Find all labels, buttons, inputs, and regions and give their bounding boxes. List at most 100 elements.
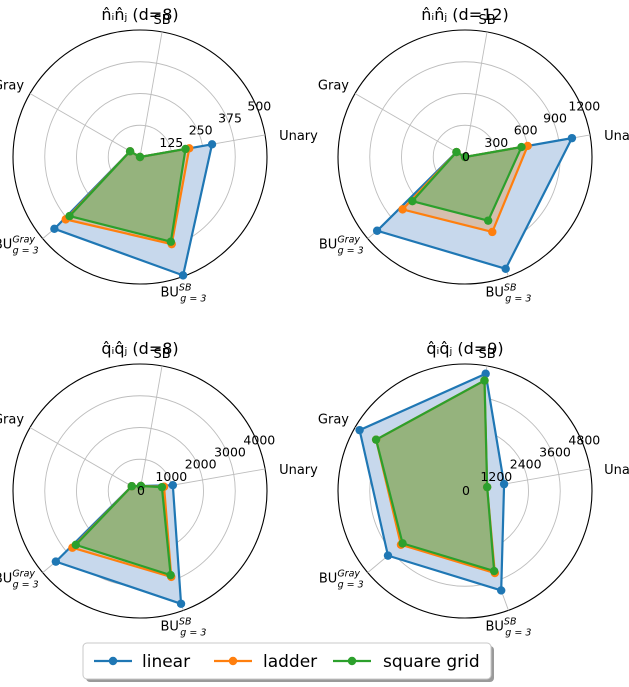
point-square-grid-unary xyxy=(181,144,190,154)
radial-tick-label: 250 xyxy=(189,123,213,138)
series-fill-square-grid xyxy=(412,147,522,221)
legend-label-linear: linear xyxy=(142,652,190,672)
point-square-grid-unary xyxy=(157,482,167,492)
point-square-grid-unary xyxy=(482,482,492,492)
axis-label-sb: SB xyxy=(478,13,495,28)
point-square-grid-bu-gray-g-3 xyxy=(71,540,80,550)
point-square-grid-sb xyxy=(480,376,489,385)
point-square-grid-bu-sb-g-3 xyxy=(166,570,175,580)
point-ladder-bu-gray-g-3 xyxy=(398,205,407,214)
point-linear-bu-gray-g-3 xyxy=(383,551,393,560)
legend-marker-ladder xyxy=(228,656,238,666)
legend-item-linear: linear xyxy=(94,652,190,672)
series-fill-square-grid xyxy=(69,148,186,242)
radial-tick-label: 4000 xyxy=(243,432,275,447)
panel-title: q̂ᵢq̂ⱼ (d=8) xyxy=(101,339,178,358)
point-square-grid-bu-sb-g-3 xyxy=(489,566,499,576)
axis-label-unary: Unary xyxy=(604,463,629,478)
axis-label-bu-sb-g-3: BUSB g = 3 xyxy=(160,282,206,304)
axis-label-bu-sb-g-3: BUSB g = 3 xyxy=(160,616,206,638)
axis-label-bu-sb-g-3: BUSB g = 3 xyxy=(485,616,531,638)
point-linear-bu-gray-g-3 xyxy=(50,224,59,234)
grid-spoke xyxy=(464,31,488,158)
series-fill-ladder xyxy=(65,148,190,245)
grid-spoke xyxy=(29,93,141,158)
radial-tick-label: 600 xyxy=(514,123,538,138)
radial-tick-label: 125 xyxy=(159,135,183,150)
point-linear-bu-sb-g-3 xyxy=(496,586,506,595)
radial-tick-label: 1200 xyxy=(480,469,512,484)
series-fill-linear xyxy=(377,138,572,269)
point-linear-unary xyxy=(168,481,178,490)
point-linear-bu-gray-g-3 xyxy=(51,557,61,566)
axis-label-unary: Unary xyxy=(604,129,629,144)
panel-title: n̂ᵢn̂ⱼ (d=8) xyxy=(101,5,178,24)
point-square-grid-unary xyxy=(517,142,526,152)
point-linear-sb xyxy=(481,369,490,378)
radial-tick-label: 4800 xyxy=(568,432,600,447)
point-square-grid-bu-gray-g-3 xyxy=(398,539,407,548)
axis-label-unary: Unary xyxy=(279,463,318,478)
point-square-grid-sb xyxy=(460,152,470,162)
point-linear-bu-sb-g-3 xyxy=(178,271,188,280)
point-linear-unary xyxy=(499,479,509,489)
series-fill-ladder xyxy=(402,145,528,232)
point-linear-bu-sb-g-3 xyxy=(176,599,186,608)
point-linear-bu-sb-g-3 xyxy=(501,264,510,273)
point-square-grid-gray xyxy=(127,482,136,491)
point-square-grid-sb xyxy=(135,152,145,162)
axis-label-sb: SB xyxy=(153,13,170,28)
grid-spoke xyxy=(354,93,466,158)
legend-item-ladder: ladder xyxy=(214,652,317,672)
point-linear-gray xyxy=(355,425,364,435)
point-linear-unary xyxy=(207,140,217,149)
grid-spoke xyxy=(29,427,141,492)
radial-tick-label: 900 xyxy=(543,111,567,126)
radial-tick-zero: 0 xyxy=(137,483,145,498)
radial-tick-label: 3000 xyxy=(214,445,246,460)
radial-tick-zero: 0 xyxy=(462,483,470,498)
radial-tick-zero: 0 xyxy=(462,149,470,164)
point-square-grid-gray xyxy=(371,435,381,444)
series-fill-ladder xyxy=(376,380,495,574)
radial-tick-label: 500 xyxy=(247,98,271,113)
point-square-grid-sb xyxy=(136,481,146,491)
point-linear-bu-gray-g-3 xyxy=(372,226,382,235)
point-square-grid-bu-sb-g-3 xyxy=(483,216,493,225)
axis-label-sb: SB xyxy=(478,347,495,362)
panel-title: q̂ᵢq̂ⱼ (d=9) xyxy=(426,339,503,358)
axis-label-gray: Gray xyxy=(318,79,349,94)
series-fill-square-grid xyxy=(75,485,171,576)
axis-label-gray: Gray xyxy=(0,79,24,94)
legend-marker-square-grid xyxy=(347,656,357,666)
legend-marker-linear xyxy=(108,656,118,666)
polar-frame xyxy=(12,29,268,285)
polar-frame xyxy=(337,29,593,285)
legend-box xyxy=(82,642,492,680)
point-ladder-bu-sb-g-3 xyxy=(488,227,497,237)
radial-tick-label: 3600 xyxy=(539,445,571,460)
series-line-square-grid xyxy=(374,379,496,573)
radial-tick-label: 2000 xyxy=(185,457,217,472)
axis-label-bu-sb-g-3: BUSB g = 3 xyxy=(485,282,531,304)
series-fill-square-grid xyxy=(376,380,495,572)
grid-spoke xyxy=(139,31,163,158)
axis-label-gray: Gray xyxy=(318,413,349,428)
point-square-grid-bu-gray-g-3 xyxy=(65,211,74,221)
radial-tick-label: 300 xyxy=(484,135,508,150)
radial-tick-label: 1200 xyxy=(568,98,600,113)
grid-spoke xyxy=(139,365,163,492)
axis-label-unary: Unary xyxy=(279,129,318,144)
legend-label-ladder: ladder xyxy=(263,652,317,672)
point-square-grid-bu-sb-g-3 xyxy=(166,237,176,246)
series-line-square-grid xyxy=(411,145,523,222)
polar-frame xyxy=(12,363,268,619)
